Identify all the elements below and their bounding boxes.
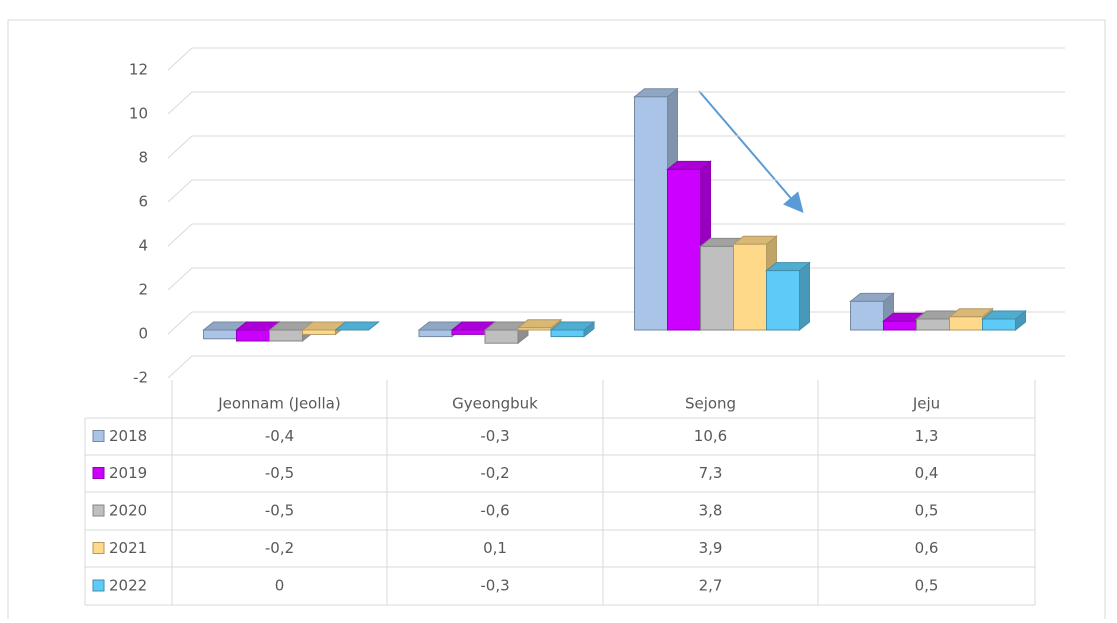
- legend-key: [92, 504, 105, 517]
- y-tick-label: -2: [133, 369, 148, 387]
- bar: [849, 292, 895, 332]
- table-value: 10,6: [694, 427, 727, 445]
- legend-label: 2019: [109, 464, 147, 482]
- grid-line: [167, 179, 1065, 203]
- bar-front: [982, 318, 1016, 331]
- y-tick-label: 8: [138, 149, 148, 167]
- legend-label: 2022: [109, 577, 147, 595]
- bar-front: [634, 96, 668, 331]
- category-label: Gyeongbuk: [452, 395, 538, 413]
- bar: [765, 261, 811, 332]
- bar-front: [883, 320, 917, 331]
- legend-key: [92, 579, 105, 592]
- table-value: 7,3: [699, 464, 723, 482]
- grid-line: [167, 267, 1065, 291]
- bar-front: [269, 329, 303, 342]
- grid-line: [167, 135, 1065, 159]
- legend-label: 2018: [109, 427, 147, 445]
- table-value: 0,5: [915, 577, 939, 595]
- bar-front: [850, 300, 884, 331]
- legend-key: [92, 542, 105, 554]
- grid-line: [167, 223, 1065, 247]
- bar-front: [418, 329, 453, 338]
- bar-top: [334, 321, 380, 331]
- category-label: Jeju: [912, 395, 940, 413]
- table-value: -0,3: [480, 427, 509, 445]
- bar-side: [799, 261, 810, 332]
- grid-line: [167, 47, 1065, 71]
- legend-key: [92, 467, 105, 479]
- y-tick-label: 4: [138, 237, 148, 255]
- table-value: -0,6: [480, 502, 509, 520]
- table-value: 2,7: [699, 577, 723, 595]
- table-value: -0,3: [480, 577, 509, 595]
- grid-line: [167, 355, 1065, 379]
- legend-key: [92, 430, 105, 442]
- y-tick-label: 0: [138, 325, 148, 343]
- bar-front: [203, 329, 237, 340]
- table-value: -0,5: [265, 502, 294, 520]
- bar-front: [484, 329, 519, 344]
- bar-front: [517, 327, 552, 331]
- category-label: Jeonnam (Jeolla): [217, 395, 340, 413]
- grid-line: [167, 91, 1065, 115]
- y-tick-label: 6: [138, 193, 148, 211]
- bar: [334, 321, 380, 331]
- table-value: 0: [275, 577, 285, 595]
- table-value: 0,5: [915, 502, 939, 520]
- annotation-arrow: [698, 90, 804, 214]
- bar-front: [916, 318, 950, 331]
- table-value: -0,4: [265, 427, 294, 445]
- bar-front: [949, 316, 983, 331]
- bar-front: [302, 329, 336, 335]
- table-value: 0,1: [483, 539, 507, 557]
- table-value: 3,9: [699, 539, 723, 557]
- y-tick-label: 12: [129, 61, 148, 79]
- table-value: -0,2: [480, 464, 509, 482]
- bar-front: [733, 243, 767, 331]
- table-value: -0,5: [265, 464, 294, 482]
- table-value: 0,6: [915, 539, 939, 557]
- chart-frame: [7, 19, 1106, 623]
- table-value: 3,8: [699, 502, 723, 520]
- bar-front: [550, 329, 585, 338]
- bar-front: [700, 245, 734, 331]
- bar: [549, 320, 596, 338]
- legend-label: 2020: [109, 502, 147, 520]
- table-value: 0,4: [915, 464, 939, 482]
- y-tick-label: 10: [129, 105, 148, 123]
- table-value: -0,2: [265, 539, 294, 557]
- bar-front: [451, 329, 486, 335]
- bar-front: [236, 329, 270, 342]
- bar-front: [766, 270, 800, 331]
- legend-label: 2021: [109, 539, 147, 557]
- category-label: Sejong: [685, 395, 736, 413]
- table-value: 1,3: [915, 427, 939, 445]
- bar-front: [667, 168, 701, 331]
- y-tick-label: 2: [138, 281, 148, 299]
- bar: [981, 309, 1027, 332]
